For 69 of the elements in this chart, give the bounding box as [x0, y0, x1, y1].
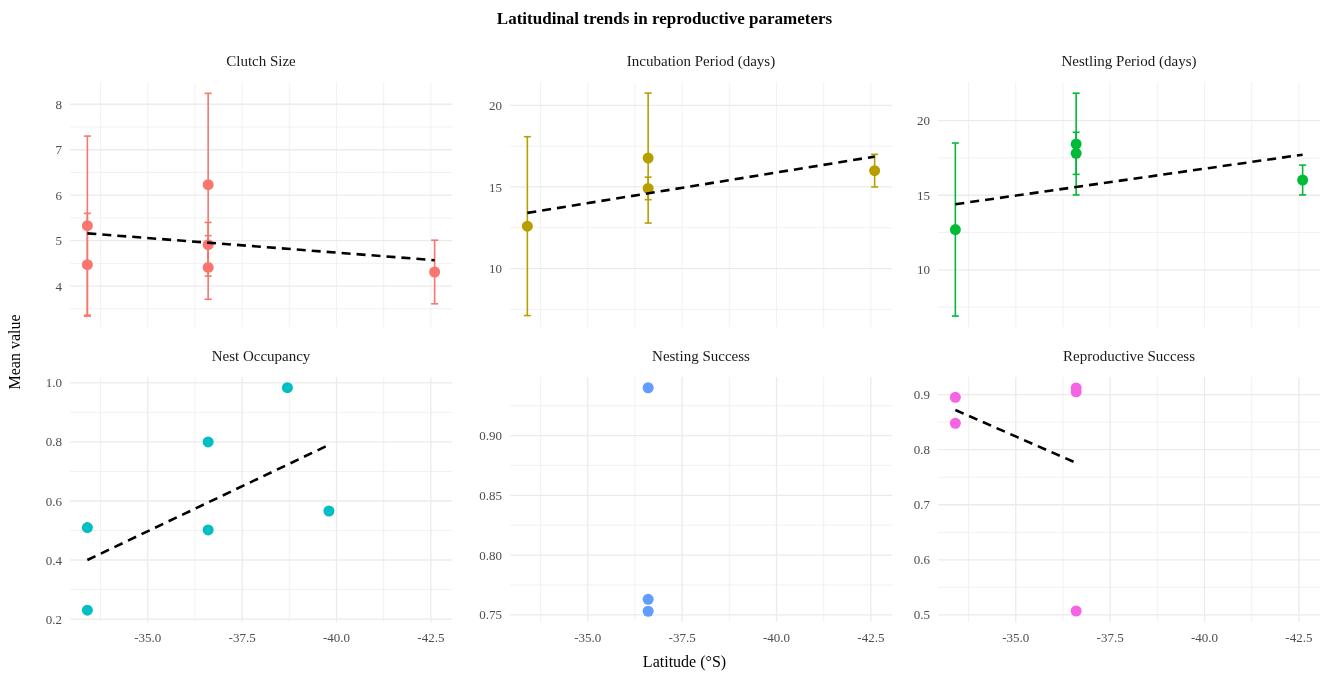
x-tick-label: -37.5	[228, 630, 256, 645]
y-tick-label: 6	[55, 187, 63, 203]
x-tick-label: -42.5	[1285, 630, 1313, 645]
point	[869, 165, 881, 177]
point	[81, 604, 93, 616]
x-tick-label: -37.5	[668, 630, 696, 645]
x-tick-label: -42.5	[417, 630, 445, 645]
y-tick-label: 0.7	[913, 497, 931, 513]
y-tick-label: 5	[55, 233, 62, 249]
y-tick-label: 0.4	[45, 552, 63, 568]
y-tick-label: 0.75	[479, 607, 502, 623]
y-tick-label: 7	[55, 142, 63, 158]
x-tick-label: -35.0	[134, 630, 162, 645]
x-tick-label: -40.0	[762, 630, 791, 645]
point	[949, 224, 961, 236]
y-tick-label: 0.8	[913, 442, 930, 458]
chart-title: Nesting Success	[652, 348, 751, 364]
y-tick-label: 8	[55, 96, 62, 112]
point	[1070, 147, 1082, 159]
y-tick-label: 20	[489, 97, 502, 113]
y-tick-label: 0.9	[913, 387, 930, 403]
x-tick-label: -35.0	[574, 630, 602, 645]
point	[521, 220, 533, 232]
point	[1297, 174, 1309, 186]
point	[642, 382, 654, 394]
x-tick-label: -35.0	[1002, 630, 1030, 645]
y-tick-label: 15	[917, 187, 930, 203]
y-tick-label: 10	[489, 261, 502, 277]
chart-title: Nestling Period (days)	[1061, 53, 1197, 70]
point	[429, 266, 441, 278]
point	[202, 179, 214, 191]
y-tick-label: 4	[55, 278, 63, 294]
y-tick-label: 0.90	[479, 428, 502, 444]
point	[281, 382, 293, 394]
x-tick-label: -40.0	[322, 630, 351, 645]
chart-title: Clutch Size	[226, 53, 297, 69]
y-tick-label: 0.85	[479, 487, 502, 503]
point	[202, 261, 214, 273]
point	[81, 522, 93, 534]
y-tick-label: 0.5	[913, 607, 930, 623]
y-tick-label: 0.8	[45, 434, 62, 450]
point	[1070, 605, 1082, 617]
y-tick-label: 0.6	[913, 552, 931, 568]
point	[949, 417, 961, 429]
y-tick-label: 0.2	[45, 611, 62, 627]
chart-title: Reproductive Success	[1062, 348, 1196, 364]
x-axis-title: Latitude (°S)	[642, 653, 727, 671]
point	[949, 391, 961, 403]
point	[81, 259, 93, 271]
text: Latitudinal trends in reproductive parameters	[496, 9, 833, 28]
x-tick-label: -37.5	[1096, 630, 1124, 645]
y-tick-label: 0.6	[45, 493, 63, 509]
y-tick-label: 1.0	[45, 375, 62, 391]
point	[642, 152, 654, 164]
point	[202, 436, 214, 448]
y-tick-label: 20	[917, 113, 930, 129]
chart-title: Nest Occupancy	[211, 348, 311, 364]
point	[202, 524, 214, 536]
x-tick-label: -40.0	[1190, 630, 1219, 645]
point	[81, 220, 93, 232]
y-tick-label: 15	[489, 179, 502, 195]
chart-title: Incubation Period (days)	[626, 53, 776, 70]
x-tick-label: -42.5	[857, 630, 885, 645]
point	[323, 505, 335, 517]
y-tick-label: 10	[917, 262, 930, 278]
point	[642, 593, 654, 605]
y-tick-label: 0.80	[479, 547, 502, 563]
point	[642, 605, 654, 617]
y-axis-title: Mean value	[6, 314, 23, 390]
